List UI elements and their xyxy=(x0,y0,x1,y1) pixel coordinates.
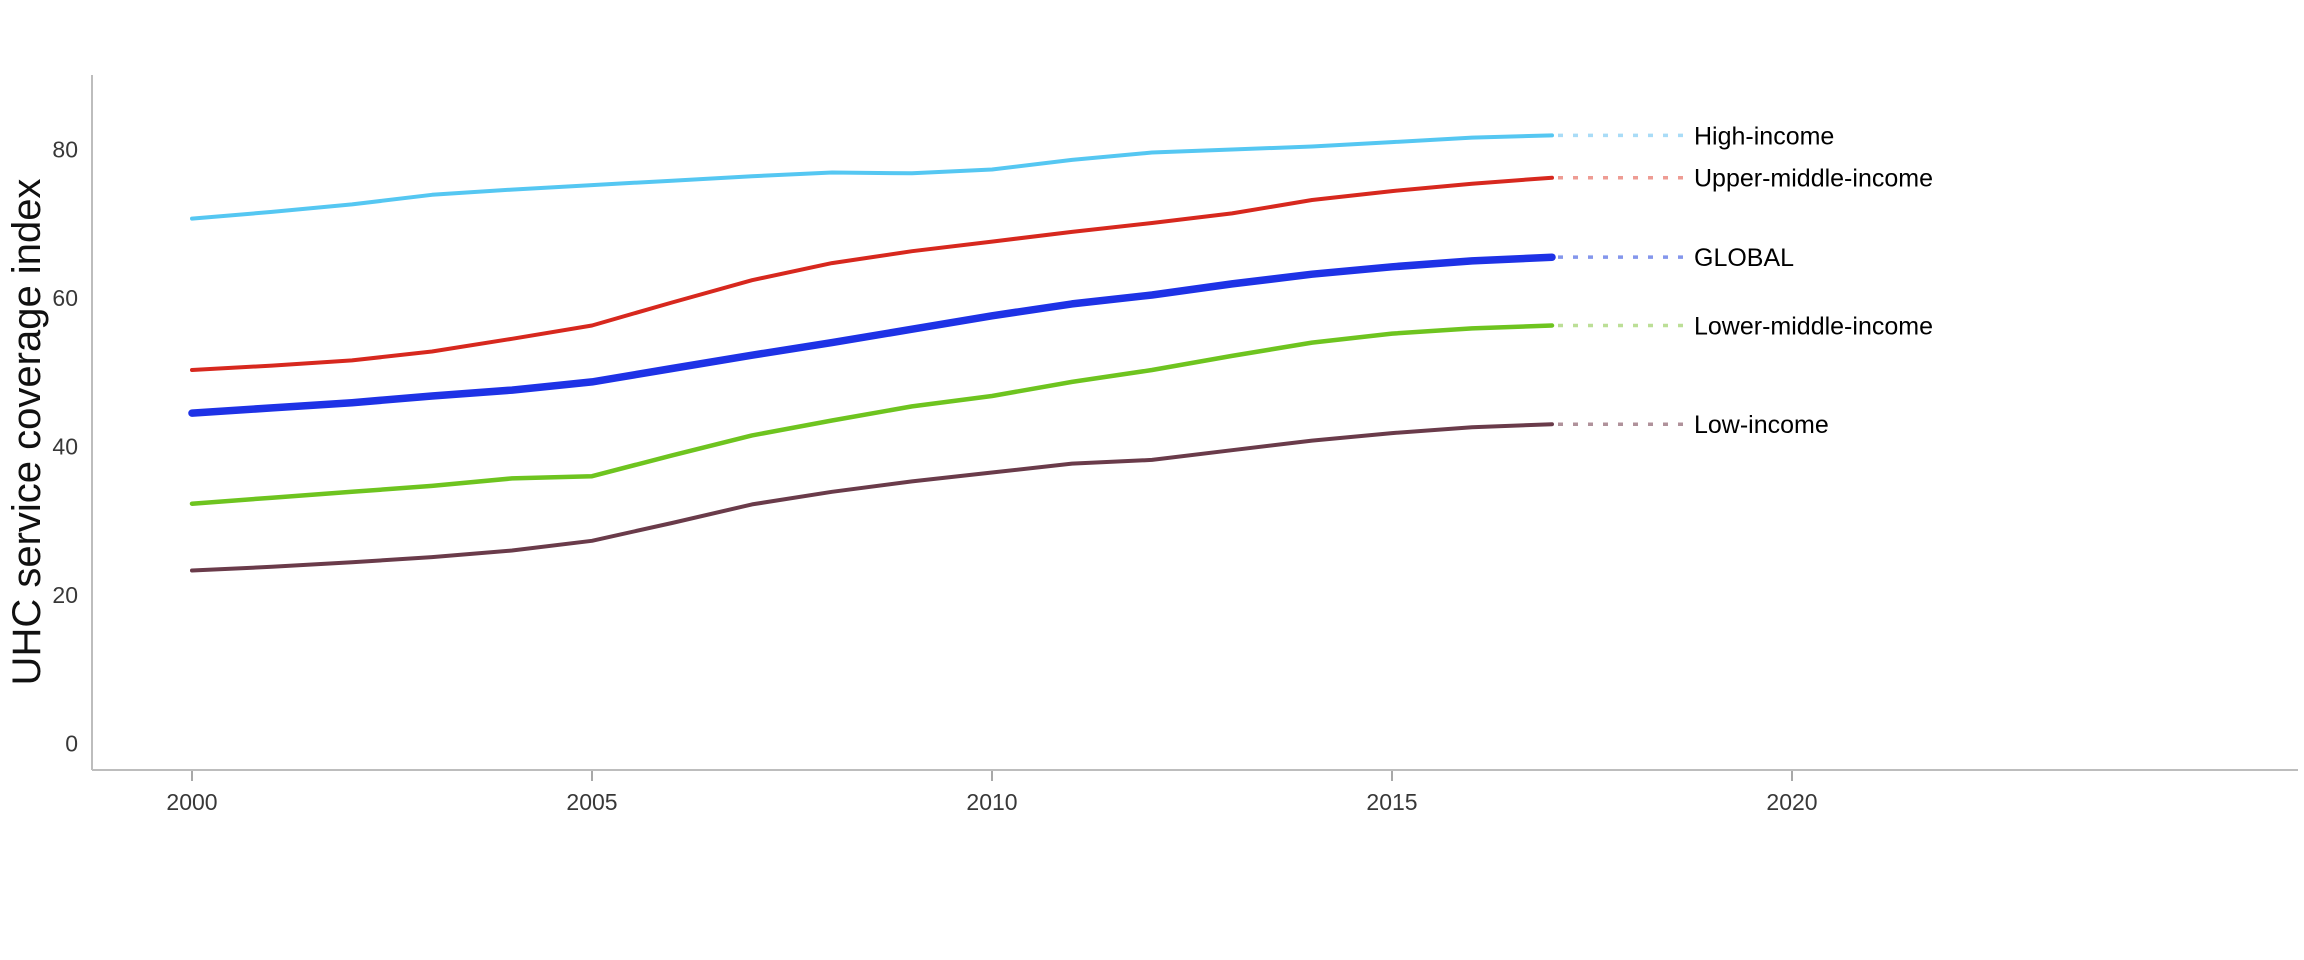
x-tick-label-2020: 2020 xyxy=(1766,789,1817,815)
series-line-lower-middle-income xyxy=(189,323,1555,506)
y-tick-label-60: 60 xyxy=(52,285,78,311)
y-tick-label-20: 20 xyxy=(52,582,78,608)
axes-layer: 2000 2005 2010 2015 2020 0 20 40 60 80 xyxy=(52,75,2298,815)
series-label-low-income: Low-income xyxy=(1694,411,1829,439)
y-tick-label-0: 0 xyxy=(65,731,78,757)
series-label-global: GLOBAL xyxy=(1694,244,1794,272)
y-axis-title: UHC service coverage index xyxy=(5,179,49,686)
series-line-global xyxy=(188,253,1556,417)
series-label-high-income: High-income xyxy=(1694,122,1834,150)
x-tick-label-2015: 2015 xyxy=(1366,789,1417,815)
series-layer xyxy=(188,133,1556,573)
y-tick-label-80: 80 xyxy=(52,137,78,163)
end-label-layer: High-income Upper-middle-income GLOBAL Lowe… xyxy=(1558,122,1933,439)
x-tick-label-2000: 2000 xyxy=(166,789,217,815)
y-tick-label-40: 40 xyxy=(52,434,78,460)
series-line-high-income xyxy=(190,133,1554,221)
x-tick-label-2005: 2005 xyxy=(566,789,617,815)
series-label-upper-middle-income: Upper-middle-income xyxy=(1694,165,1933,193)
series-label-lower-middle-income: Lower-middle-income xyxy=(1694,312,1933,340)
series-line-low-income xyxy=(190,422,1554,573)
x-tick-label-2010: 2010 xyxy=(966,789,1017,815)
series-line-upper-middle-income xyxy=(190,175,1554,372)
